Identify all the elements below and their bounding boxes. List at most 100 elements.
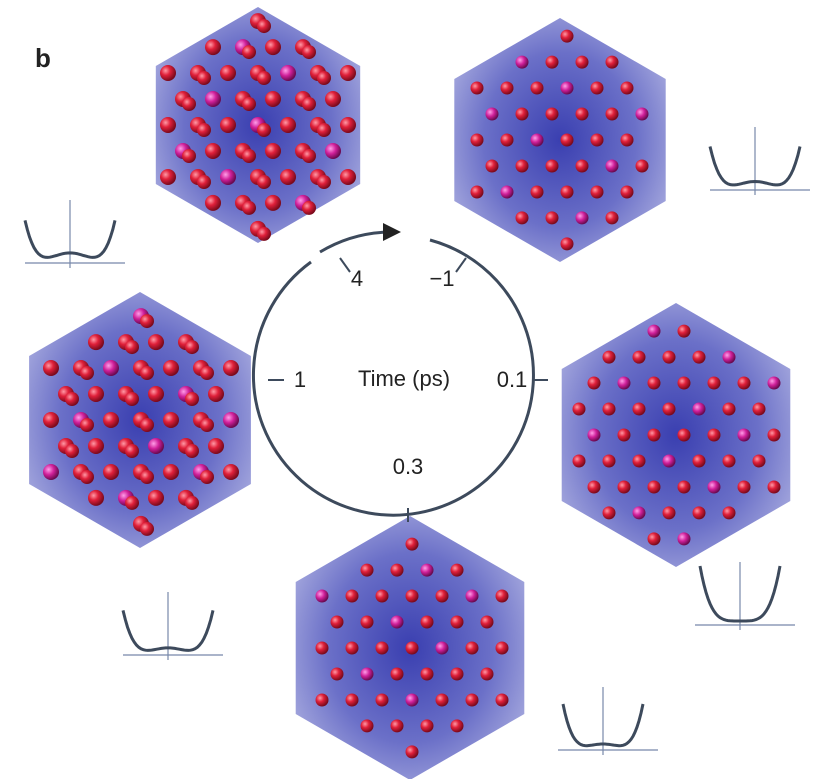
atom bbox=[316, 642, 329, 655]
atom bbox=[561, 237, 574, 250]
atom bbox=[546, 160, 559, 173]
atom bbox=[361, 564, 374, 577]
atom bbox=[197, 71, 211, 85]
time-label: 4 bbox=[351, 266, 363, 291]
atom bbox=[693, 455, 706, 468]
atom bbox=[768, 429, 781, 442]
atom bbox=[708, 481, 721, 494]
atom bbox=[316, 590, 329, 603]
atom bbox=[182, 97, 196, 111]
time-label: −1 bbox=[429, 266, 454, 291]
atom bbox=[633, 403, 646, 416]
atom bbox=[708, 377, 721, 390]
atom bbox=[496, 642, 509, 655]
atom bbox=[340, 65, 356, 81]
atom bbox=[220, 65, 236, 81]
atom bbox=[125, 444, 139, 458]
atom bbox=[208, 386, 224, 402]
atom bbox=[573, 403, 586, 416]
atom bbox=[406, 642, 419, 655]
atom bbox=[648, 429, 661, 442]
atom bbox=[621, 134, 634, 147]
atom bbox=[197, 123, 211, 137]
atom bbox=[451, 616, 464, 629]
atom bbox=[606, 211, 619, 224]
atom bbox=[205, 91, 221, 107]
atom bbox=[140, 418, 154, 432]
tick bbox=[456, 258, 466, 272]
atom bbox=[768, 481, 781, 494]
atom bbox=[588, 377, 601, 390]
atom bbox=[280, 65, 296, 81]
atom bbox=[588, 429, 601, 442]
atom bbox=[421, 564, 434, 577]
atom bbox=[481, 668, 494, 681]
atom bbox=[406, 745, 419, 758]
atom bbox=[317, 123, 331, 137]
atom bbox=[633, 455, 646, 468]
atom bbox=[516, 56, 529, 69]
atom bbox=[738, 481, 751, 494]
atom bbox=[531, 134, 544, 147]
atom bbox=[723, 351, 736, 364]
atom bbox=[346, 642, 359, 655]
atom bbox=[280, 117, 296, 133]
atom bbox=[618, 377, 631, 390]
atom bbox=[205, 143, 221, 159]
atom bbox=[208, 438, 224, 454]
atom bbox=[573, 455, 586, 468]
atom bbox=[242, 149, 256, 163]
atom bbox=[603, 455, 616, 468]
atom bbox=[43, 412, 59, 428]
atom bbox=[636, 160, 649, 173]
atom bbox=[80, 470, 94, 484]
atom bbox=[753, 403, 766, 416]
atom bbox=[140, 470, 154, 484]
atom bbox=[618, 481, 631, 494]
atom bbox=[621, 186, 634, 199]
atom bbox=[325, 91, 341, 107]
atom bbox=[200, 418, 214, 432]
atom bbox=[576, 211, 589, 224]
atom bbox=[257, 71, 271, 85]
atom bbox=[451, 564, 464, 577]
atom bbox=[561, 186, 574, 199]
hexagon bbox=[454, 18, 665, 262]
atom bbox=[200, 470, 214, 484]
atom bbox=[633, 506, 646, 519]
atom bbox=[361, 616, 374, 629]
atom bbox=[340, 117, 356, 133]
atom bbox=[80, 366, 94, 380]
atom bbox=[223, 464, 239, 480]
atom bbox=[481, 616, 494, 629]
time-label: 0.3 bbox=[393, 454, 424, 479]
atom bbox=[185, 340, 199, 354]
atom bbox=[43, 360, 59, 376]
atom bbox=[185, 444, 199, 458]
atom bbox=[163, 464, 179, 480]
atom bbox=[140, 522, 154, 536]
atom bbox=[663, 351, 676, 364]
atom bbox=[302, 201, 316, 215]
atom bbox=[197, 175, 211, 189]
atom bbox=[663, 506, 676, 519]
atom bbox=[185, 496, 199, 510]
atom bbox=[346, 694, 359, 707]
tick bbox=[340, 258, 350, 272]
atom bbox=[223, 412, 239, 428]
time-label: 1 bbox=[294, 367, 306, 392]
atom bbox=[516, 211, 529, 224]
atom bbox=[738, 377, 751, 390]
atom bbox=[265, 195, 281, 211]
atom bbox=[603, 351, 616, 364]
atom bbox=[242, 97, 256, 111]
atom bbox=[148, 490, 164, 506]
atom bbox=[421, 616, 434, 629]
atom bbox=[648, 532, 661, 545]
atom bbox=[280, 169, 296, 185]
center-label: Time (ps) bbox=[358, 366, 450, 391]
atom bbox=[723, 403, 736, 416]
hexagons bbox=[29, 7, 790, 779]
atom bbox=[561, 82, 574, 95]
atom bbox=[223, 360, 239, 376]
